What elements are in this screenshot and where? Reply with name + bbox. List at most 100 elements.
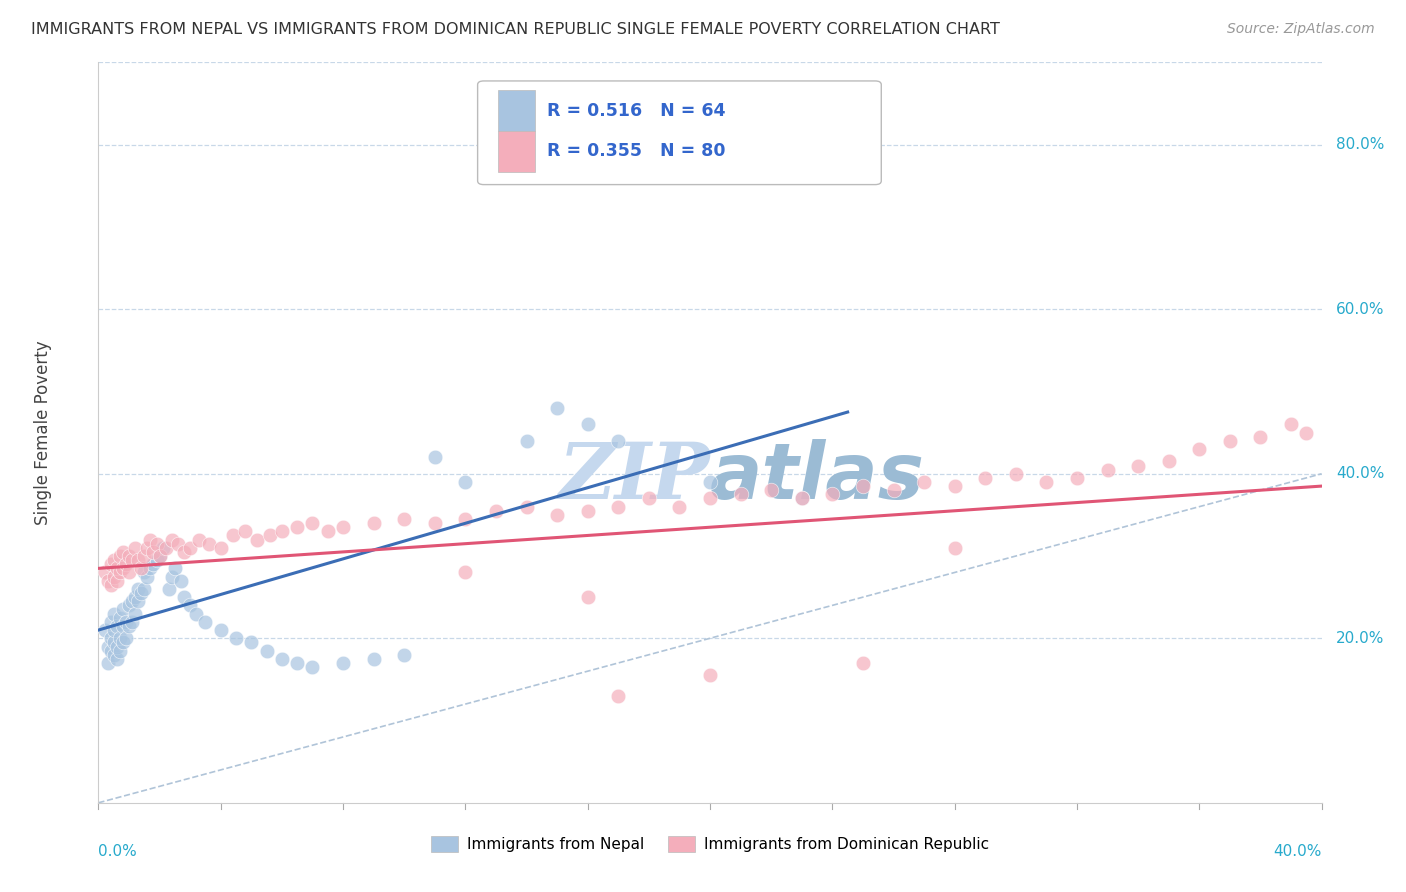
Point xyxy=(225,632,247,646)
Point xyxy=(607,689,630,703)
Point xyxy=(124,541,146,555)
Point xyxy=(392,512,416,526)
Point xyxy=(134,566,156,580)
Point xyxy=(139,533,162,547)
Point xyxy=(699,668,721,682)
Point xyxy=(149,549,172,563)
Text: 60.0%: 60.0% xyxy=(1336,301,1385,317)
Point xyxy=(108,549,131,563)
Point xyxy=(197,536,219,550)
Point xyxy=(127,582,149,596)
Point xyxy=(1035,475,1057,489)
Point xyxy=(118,599,141,613)
Point xyxy=(607,434,630,448)
Point xyxy=(332,656,354,670)
Point xyxy=(111,602,134,616)
Point xyxy=(1066,471,1088,485)
Point xyxy=(179,599,201,613)
Point xyxy=(332,520,354,534)
Point xyxy=(363,516,385,530)
Point xyxy=(1188,442,1211,456)
Point xyxy=(100,643,122,657)
Point xyxy=(699,475,721,489)
Point xyxy=(790,491,813,506)
Point xyxy=(516,500,538,514)
Point xyxy=(103,569,125,583)
Text: 40.0%: 40.0% xyxy=(1336,467,1385,482)
Point xyxy=(103,648,125,662)
Point xyxy=(576,504,599,518)
Point xyxy=(105,561,128,575)
Point xyxy=(115,632,138,646)
Point xyxy=(173,545,195,559)
Point xyxy=(454,512,477,526)
Point xyxy=(118,566,141,580)
Point xyxy=(912,475,935,489)
Point xyxy=(127,594,149,608)
Text: Single Female Poverty: Single Female Poverty xyxy=(34,341,52,524)
Point xyxy=(105,574,128,588)
Point xyxy=(240,635,263,649)
Point xyxy=(105,652,128,666)
Point xyxy=(103,607,125,621)
Point xyxy=(136,541,159,555)
Point xyxy=(1004,467,1026,481)
Point xyxy=(173,590,195,604)
Point xyxy=(139,561,162,575)
Point xyxy=(115,558,138,572)
Point xyxy=(167,536,190,550)
Point xyxy=(111,561,134,575)
Legend: Immigrants from Nepal, Immigrants from Dominican Republic: Immigrants from Nepal, Immigrants from D… xyxy=(425,830,995,858)
Point xyxy=(100,578,122,592)
Point xyxy=(145,536,167,550)
Point xyxy=(485,504,508,518)
Text: ZIP: ZIP xyxy=(558,439,710,516)
Point xyxy=(97,574,120,588)
Point xyxy=(157,582,180,596)
FancyBboxPatch shape xyxy=(478,81,882,185)
Point xyxy=(546,401,568,415)
Point xyxy=(1279,417,1302,432)
Point xyxy=(637,491,661,506)
Point xyxy=(301,516,323,530)
Point xyxy=(759,483,782,498)
Text: IMMIGRANTS FROM NEPAL VS IMMIGRANTS FROM DOMINICAN REPUBLIC SINGLE FEMALE POVERT: IMMIGRANTS FROM NEPAL VS IMMIGRANTS FROM… xyxy=(31,22,1000,37)
Point xyxy=(100,632,122,646)
Point xyxy=(576,590,599,604)
Point xyxy=(129,586,152,600)
Point xyxy=(121,615,143,629)
Point xyxy=(270,524,292,539)
Point xyxy=(111,635,134,649)
Point xyxy=(142,545,165,559)
Point xyxy=(699,491,721,506)
Point xyxy=(93,566,115,580)
Point xyxy=(392,648,416,662)
Point xyxy=(301,660,323,674)
FancyBboxPatch shape xyxy=(498,131,536,171)
Point xyxy=(363,652,385,666)
Point xyxy=(974,471,997,485)
Point xyxy=(316,524,339,539)
Text: R = 0.355   N = 80: R = 0.355 N = 80 xyxy=(547,143,725,161)
Point xyxy=(423,516,446,530)
Point xyxy=(93,623,115,637)
Point xyxy=(852,479,875,493)
Point xyxy=(121,553,143,567)
Point xyxy=(134,549,156,563)
Point xyxy=(821,487,844,501)
Point xyxy=(145,553,167,567)
Point xyxy=(730,487,752,501)
Point xyxy=(124,607,146,621)
Point xyxy=(943,541,966,555)
Point xyxy=(108,643,131,657)
Point xyxy=(97,656,120,670)
Point xyxy=(149,549,172,563)
Point xyxy=(454,566,477,580)
Point xyxy=(103,635,125,649)
Point xyxy=(194,615,217,629)
Point xyxy=(179,541,201,555)
Point xyxy=(209,623,232,637)
Point xyxy=(129,561,152,575)
Point xyxy=(1097,462,1119,476)
Text: R = 0.516   N = 64: R = 0.516 N = 64 xyxy=(547,102,725,120)
